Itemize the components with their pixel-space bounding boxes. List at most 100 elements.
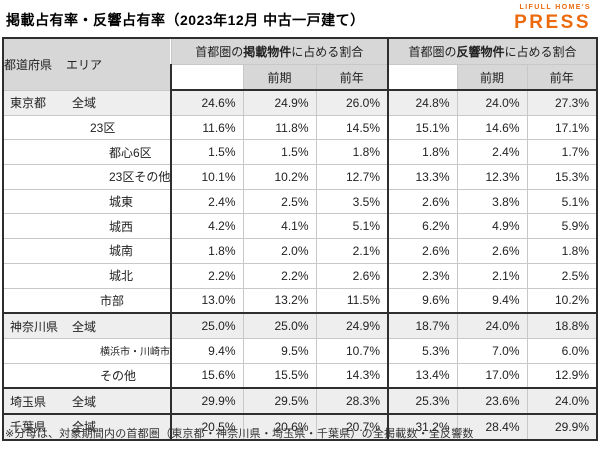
area-label: 横浜市・川崎市 [100,347,170,359]
value-cell: 29.9% [526,413,599,441]
table-row: 城西 4.2% 4.1% 5.1% 6.2% 4.9% 5.9% [2,213,599,240]
value-cell: 2.2% [170,262,244,289]
subcol-header-listing-prev-year: 前年 [315,64,389,91]
value-cell: 9.6% [387,287,458,315]
area-label: 全域 [72,420,97,435]
footnote: ※分母は、対象期間内の首都圏（東京都・神奈川県・埼玉県・千葉県）の全掲載数・全反… [5,428,474,440]
value-cell: 23.6% [456,387,528,415]
subcol-header-response-prev-period: 前期 [456,64,528,91]
value-cell: 1.8% [526,238,599,264]
area-label: 城南 [109,244,134,259]
table-row: 埼玉県 全域 29.9% 29.5% 28.3% 25.3% 23.6% 24.0… [2,387,599,415]
area-cell: その他 [2,362,172,390]
value-cell: 13.3% [387,164,458,190]
value-cell: 17.0% [456,362,528,390]
area-label: 城西 [109,219,134,234]
value-cell: 10.7% [315,337,389,364]
area-label: 23区 [90,121,116,136]
value-cell: 5.9% [526,213,599,240]
value-cell: 3.8% [456,188,528,215]
value-cell: 5.3% [387,337,458,364]
value-cell: 13.4% [387,362,458,390]
value-cell: 18.8% [526,312,599,339]
value-cell: 2.4% [170,188,244,215]
table-row: 神奈川県 全域 25.0% 25.0% 24.9% 18.7% 24.0% 18.… [2,312,599,339]
table-row: 千葉県 全域 20.5% 20.6% 20.7% 31.2% 28.4% 29.9… [2,413,599,441]
value-cell: 25.0% [170,312,244,339]
table-header-row-periods: 前期 前年 前期 前年 [3,64,599,91]
area-label: 市部 [100,293,125,308]
value-cell: 20.6% [242,413,317,441]
area-header-label: エリア [66,57,103,72]
value-cell: 20.5% [170,413,244,441]
value-cell: 1.5% [242,139,317,166]
value-cell: 1.8% [170,238,244,264]
group-header-response-share: 首都圏の反響物件に占める割合 [387,37,599,65]
value-cell: 11.6% [170,114,244,141]
area-cell: 東京都 全域 [2,89,172,116]
value-cell: 24.9% [242,89,317,116]
value-cell: 13.0% [170,287,244,315]
value-cell: 6.0% [526,337,599,364]
area-cell: 横浜市・川崎市 [2,337,172,364]
area-cell: 城東 [2,188,172,215]
table-row: 城東 2.4% 2.5% 3.5% 2.6% 3.8% 5.1% [2,188,599,215]
area-label: 全域 [72,96,97,111]
value-cell: 2.1% [456,262,528,289]
table-row: 城南 1.8% 2.0% 2.1% 2.6% 2.6% 1.8% [2,238,599,264]
value-cell: 7.0% [456,337,528,364]
value-cell: 3.5% [315,188,389,215]
table-row: 都心6区 1.5% 1.5% 1.8% 1.8% 2.4% 1.7% [2,139,599,166]
value-cell: 9.5% [242,337,317,364]
value-cell: 27.3% [526,89,599,116]
value-cell: 1.8% [315,139,389,166]
value-cell: 1.5% [170,139,244,166]
area-cell: 城南 [2,238,172,264]
value-cell: 24.0% [456,89,528,116]
table-row: 23区 11.6% 11.8% 14.5% 15.1% 14.6% 17.1% [2,114,599,141]
page-title: 掲載占有率・反響占有率（2023年12月 中古一戸建て） [6,12,365,28]
value-cell: 12.3% [456,164,528,190]
value-cell: 12.9% [526,362,599,390]
value-cell: 1.8% [387,139,458,166]
value-cell: 24.0% [456,312,528,339]
value-cell: 15.5% [242,362,317,390]
area-cell: 埼玉県 全域 [2,387,172,415]
col-header-prefecture-area: 都道府県 エリア [2,37,172,91]
value-cell: 24.0% [526,387,599,415]
value-cell: 1.7% [526,139,599,166]
value-cell: 9.4% [456,287,528,315]
value-cell: 15.3% [526,164,599,190]
value-cell: 2.6% [387,238,458,264]
value-cell: 31.2% [387,413,458,441]
value-cell: 25.3% [387,387,458,415]
area-label: 全域 [72,319,97,334]
prefecture-label: 千葉県 [10,420,47,435]
value-cell: 13.2% [242,287,317,315]
value-cell: 2.1% [315,238,389,264]
value-cell: 2.6% [456,238,528,264]
prefecture-label: 東京都 [10,96,47,111]
logo-press-wordmark: PRESS [514,12,591,33]
table-header-row-groups: 都道府県 エリア 首都圏の掲載物件に占める割合 首都圏の反響物件に占める割合 [2,37,599,91]
lifull-homes-press-logo: LIFULL HOME'S PRESS [514,4,591,32]
value-cell: 2.2% [242,262,317,289]
value-cell: 2.6% [315,262,389,289]
prefecture-label: 埼玉県 [10,394,47,409]
area-cell: 城西 [2,213,172,240]
share-table: 都道府県 エリア 首都圏の掲載物件に占める割合 首都圏の反響物件に占める割合 前期… [2,37,599,441]
value-cell: 2.6% [387,188,458,215]
value-cell: 10.2% [526,287,599,315]
value-cell: 4.2% [170,213,244,240]
value-cell: 4.9% [456,213,528,240]
value-cell: 9.4% [170,337,244,364]
value-cell: 15.1% [387,114,458,141]
table-row: その他 15.6% 15.5% 14.3% 13.4% 17.0% 12.9% [2,362,599,390]
value-cell: 14.3% [315,362,389,390]
value-cell: 12.7% [315,164,389,190]
table-row: 23区その他 10.1% 10.2% 12.7% 13.3% 12.3% 15.… [2,164,599,190]
area-cell: 23区 [2,114,172,141]
value-cell: 29.9% [170,387,244,415]
value-cell: 28.3% [315,387,389,415]
area-cell: 神奈川県 全域 [2,312,172,339]
